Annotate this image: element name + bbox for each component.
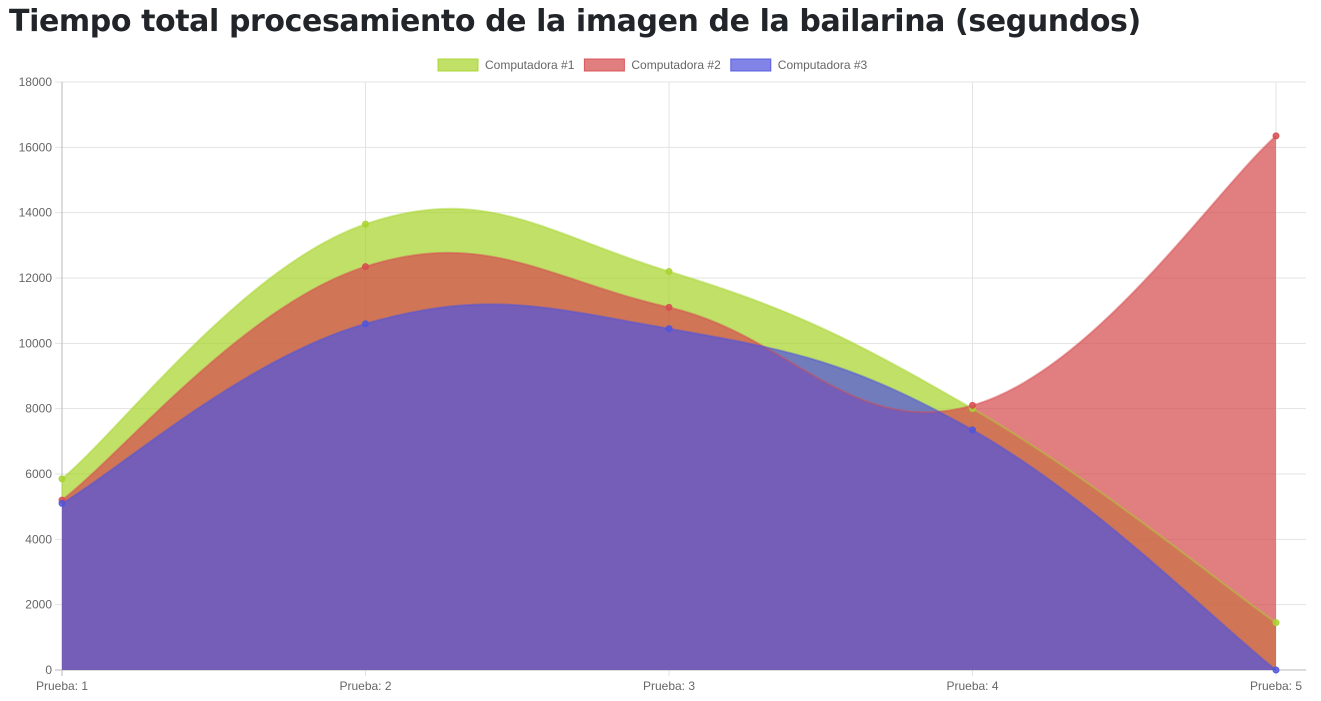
data-point-series-3[interactable] — [1272, 666, 1280, 674]
y-tick-label: 10000 — [19, 336, 53, 350]
series-area-3 — [62, 304, 1276, 670]
data-point-series-2[interactable] — [969, 401, 976, 409]
y-axis: 0 2000 4000 6000 8000 10000 12000 14000 16000 180… — [19, 75, 63, 677]
x-tick-label: Prueba: 3 — [643, 679, 695, 693]
data-point-series-1[interactable] — [665, 267, 673, 275]
data-point-series-2[interactable] — [1272, 132, 1280, 140]
x-tick-label: Prueba: 4 — [946, 679, 998, 693]
y-tick-label: 2000 — [25, 598, 52, 612]
y-tick-label: 4000 — [25, 532, 52, 546]
legend-label[interactable]: Computadora #1 — [485, 58, 575, 72]
legend-swatch[interactable] — [437, 58, 479, 72]
x-tick-label: Prueba: 2 — [339, 679, 391, 693]
y-tick-label: 18000 — [19, 75, 53, 89]
y-tick-label: 14000 — [19, 206, 53, 220]
x-axis: Prueba: 1 Prueba: 2 Prueba: 3 Prueba: 4 Prue… — [36, 669, 1306, 693]
data-point-series-3[interactable] — [969, 426, 976, 434]
y-tick-label: 8000 — [25, 402, 52, 416]
data-point-series-1[interactable] — [58, 475, 66, 483]
data-point-series-3[interactable] — [58, 499, 66, 507]
x-tick-label: Prueba: 1 — [36, 679, 88, 693]
legend-swatch[interactable] — [730, 58, 772, 72]
y-tick-label: 16000 — [19, 140, 53, 154]
y-tick-label: 0 — [45, 663, 52, 677]
data-point-series-2[interactable] — [362, 263, 369, 271]
data-point-series-3[interactable] — [665, 325, 673, 333]
data-point-series-2[interactable] — [665, 303, 673, 311]
legend[interactable]: Computadora #1 Computadora #2 Computadora … — [437, 58, 868, 72]
page-title: Tiempo total procesamiento de la imagen … — [9, 4, 1141, 39]
data-points[interactable] — [58, 132, 1280, 674]
legend-swatch[interactable] — [583, 58, 625, 72]
data-point-series-1[interactable] — [1272, 619, 1280, 627]
x-tick-label: Prueba: 5 — [1250, 679, 1302, 693]
legend-label[interactable]: Computadora #3 — [778, 58, 868, 72]
y-tick-label: 12000 — [19, 271, 53, 285]
data-point-series-1[interactable] — [362, 220, 369, 228]
y-tick-label: 6000 — [25, 467, 52, 481]
legend-label[interactable]: Computadora #2 — [631, 58, 721, 72]
data-point-series-3[interactable] — [362, 320, 369, 328]
